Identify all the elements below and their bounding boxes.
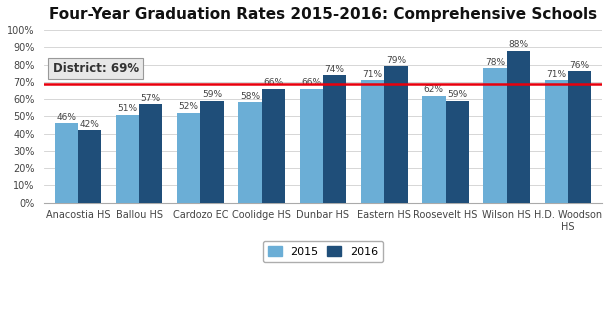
- Bar: [446, 101, 469, 202]
- Text: 71%: 71%: [362, 70, 383, 79]
- Text: 62%: 62%: [424, 85, 444, 94]
- Text: 88%: 88%: [508, 40, 529, 49]
- Title: Four-Year Graduation Rates 2015-2016: Comprehensive Schools: Four-Year Graduation Rates 2015-2016: Co…: [49, 7, 597, 22]
- Bar: [116, 114, 139, 202]
- Text: 59%: 59%: [447, 90, 467, 99]
- Text: 79%: 79%: [386, 56, 406, 65]
- Text: 58%: 58%: [240, 92, 260, 101]
- Bar: [545, 80, 568, 202]
- Text: 51%: 51%: [117, 104, 138, 113]
- Bar: [384, 66, 408, 202]
- Bar: [323, 75, 346, 202]
- Legend: 2015, 2016: 2015, 2016: [263, 240, 383, 263]
- Text: 76%: 76%: [570, 61, 590, 70]
- Bar: [507, 51, 530, 202]
- Bar: [238, 102, 262, 202]
- Bar: [177, 113, 200, 202]
- Bar: [262, 89, 285, 202]
- Text: 71%: 71%: [546, 70, 567, 79]
- Text: 74%: 74%: [325, 65, 344, 73]
- Bar: [483, 68, 507, 202]
- Text: District: 69%: District: 69%: [53, 62, 139, 75]
- Text: 59%: 59%: [202, 90, 222, 99]
- Bar: [568, 72, 591, 202]
- Bar: [422, 96, 446, 202]
- Bar: [200, 101, 223, 202]
- Bar: [300, 89, 323, 202]
- Text: 46%: 46%: [56, 113, 76, 122]
- Text: 57%: 57%: [141, 94, 161, 103]
- Bar: [78, 130, 101, 202]
- Text: 42%: 42%: [80, 120, 99, 129]
- Bar: [361, 80, 384, 202]
- Bar: [139, 104, 163, 202]
- Text: 78%: 78%: [485, 58, 505, 67]
- Text: 66%: 66%: [301, 78, 321, 87]
- Text: 66%: 66%: [263, 78, 284, 87]
- Text: 52%: 52%: [179, 102, 199, 111]
- Bar: [55, 123, 78, 202]
